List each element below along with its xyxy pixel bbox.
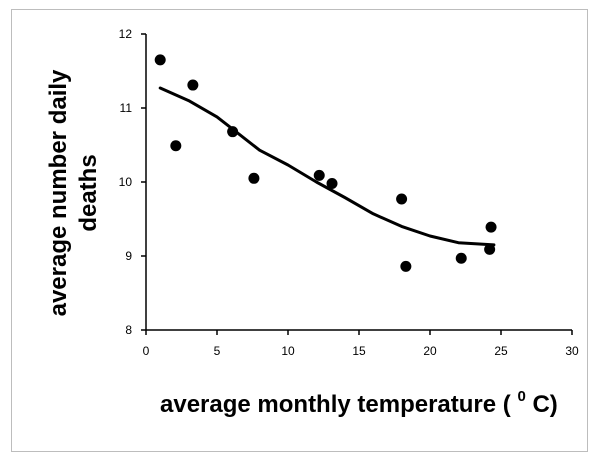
x-axis-label: average monthly temperature ( 0 C)	[160, 380, 558, 418]
x-axis-label-suffix: C)	[532, 391, 557, 418]
axes: 0 5 10 15 20 25 30 8 9 10 11 12	[119, 27, 579, 358]
trend-line	[158, 86, 496, 247]
data-point	[396, 193, 408, 205]
data-point	[400, 260, 412, 272]
data-point	[248, 172, 260, 184]
y-tick-label: 9	[125, 249, 132, 263]
data-point	[227, 126, 239, 138]
y-tick-label: 10	[119, 175, 133, 189]
data-point	[326, 177, 338, 189]
y-axis-label-line1: average number daily	[45, 69, 72, 316]
data-point	[154, 54, 166, 66]
x-tick-label: 10	[281, 344, 295, 358]
x-tick-label: 30	[565, 344, 579, 358]
data-point	[313, 169, 325, 181]
x-tick-label: 15	[352, 344, 366, 358]
y-axis-label-line2: deaths	[75, 154, 102, 231]
data-point	[170, 140, 182, 152]
y-tick-label: 12	[119, 27, 133, 41]
x-tick-label: 5	[214, 344, 221, 358]
y-tick-label: 11	[120, 101, 133, 115]
trend-line-group	[158, 86, 496, 247]
x-tick-label: 0	[143, 344, 150, 358]
data-point	[485, 221, 497, 233]
x-axis-label-superscript: 0	[517, 388, 525, 405]
x-tick-label: 25	[494, 344, 508, 358]
x-axis-label-main: average monthly temperature (	[160, 391, 511, 418]
data-points	[154, 54, 497, 272]
data-point	[455, 252, 467, 264]
x-tick-label: 20	[423, 344, 437, 358]
y-tick-label: 8	[125, 323, 132, 337]
data-point	[187, 79, 199, 91]
data-point	[484, 243, 496, 255]
